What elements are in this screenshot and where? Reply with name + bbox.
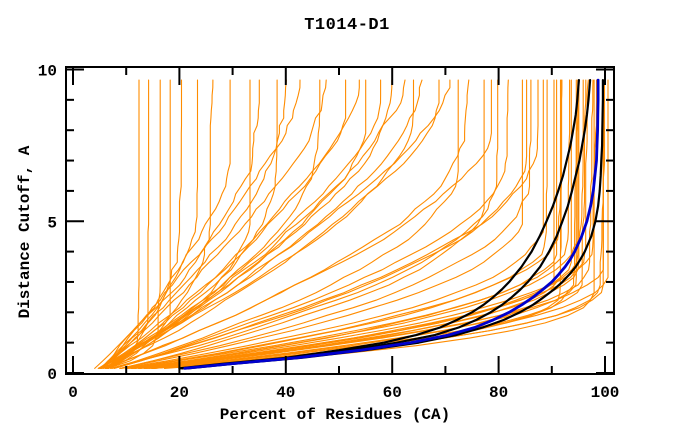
x-tick-label: 100 — [591, 384, 620, 402]
model-curve-orange — [107, 79, 278, 369]
model-curve-orange — [98, 79, 440, 369]
model-curve-orange — [109, 79, 499, 369]
model-curve-black — [181, 78, 592, 370]
model-curve-black — [178, 78, 581, 370]
model-curve-orange — [107, 79, 360, 369]
model-curves-group — [94, 78, 609, 370]
model-curve-orange — [100, 79, 415, 369]
model-curve-orange — [98, 79, 183, 369]
model-curve-orange — [119, 79, 532, 369]
chart-title: T1014-D1 — [304, 16, 390, 35]
model-curve-orange — [131, 79, 598, 369]
model-curve-orange — [99, 79, 393, 369]
model-curve-orange — [102, 79, 367, 369]
model-curve-orange — [134, 79, 580, 369]
model-curve-orange — [100, 79, 287, 369]
model-curve-blue — [183, 78, 600, 370]
model-curve-orange — [99, 79, 260, 369]
axis-ticks-group — [67, 68, 613, 374]
model-curve-orange — [138, 79, 572, 369]
model-curve-orange — [105, 79, 140, 369]
model-curve-orange — [105, 79, 451, 369]
x-tick-label: 0 — [68, 384, 78, 402]
model-curve-orange — [102, 79, 251, 369]
x-tick-label: 20 — [170, 384, 189, 402]
model-curve-orange — [105, 79, 406, 369]
model-curve-orange — [107, 79, 161, 369]
model-curve-orange — [128, 79, 548, 369]
y-tick-label: 5 — [47, 214, 57, 232]
axis-tick-labels-group: 0 20 40 60 80 100 0 5 10 — [38, 63, 620, 403]
model-curve-orange — [152, 79, 606, 369]
model-curve-orange — [120, 79, 544, 369]
model-curve-orange — [148, 79, 609, 369]
y-tick-label: 0 — [47, 366, 57, 384]
model-curve-orange — [113, 79, 509, 369]
model-curve-orange — [107, 79, 423, 369]
model-curve-orange — [120, 79, 485, 369]
x-tick-label: 40 — [276, 384, 295, 402]
model-curve-orange — [97, 79, 214, 369]
x-tick-label: 60 — [383, 384, 402, 402]
model-curve-orange — [130, 79, 584, 369]
model-curve-orange — [119, 79, 523, 369]
plot-frame — [65, 66, 615, 375]
model-curve-orange — [126, 79, 571, 369]
model-curve-orange — [101, 79, 327, 369]
model-curve-orange — [106, 79, 492, 369]
model-curve-orange — [138, 79, 579, 369]
x-tick-label: 80 — [489, 384, 508, 402]
model-curve-orange — [113, 79, 539, 369]
model-curve-orange — [100, 79, 199, 369]
model-curve-orange — [133, 79, 558, 369]
model-curve-black — [186, 78, 605, 370]
model-curve-orange — [151, 79, 579, 369]
model-curve-orange — [110, 79, 459, 369]
x-axis-label: Percent of Residues (CA) — [219, 406, 451, 424]
y-tick-label: 10 — [38, 63, 57, 81]
model-curve-orange — [94, 79, 301, 369]
model-curve-orange — [105, 79, 382, 369]
